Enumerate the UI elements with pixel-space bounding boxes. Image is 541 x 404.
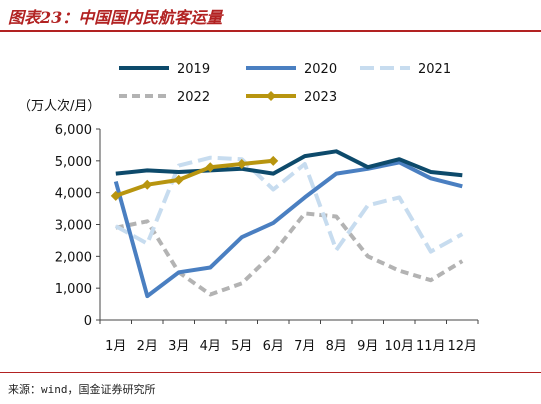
x-tick-label: 11月 [416, 339, 446, 354]
y-tick-label: 3,000 [55, 219, 92, 234]
plot-area [110, 149, 464, 299]
series-line-2020 [113, 160, 463, 299]
legend-marker-2023 [266, 91, 276, 101]
x-tick-label: 3月 [168, 339, 189, 354]
data-point-2023 [173, 174, 184, 185]
y-tick-label: 0 [84, 314, 92, 329]
y-tick-label: 1,000 [55, 282, 92, 297]
source-rule [0, 372, 541, 373]
series-line-2021 [114, 155, 464, 254]
source-note: 来源：wind，国金证券研究所 [8, 383, 156, 396]
x-tick-label: 12月 [447, 339, 477, 354]
data-point-2023 [142, 179, 153, 190]
line-chart: 2019 2020 2021 2022 2023 （万人次/月） 0 1,000 2,000… [18, 62, 479, 354]
x-tick-label: 5月 [231, 339, 252, 354]
axes: 0 1,000 2,000 3,000 4,000 5,000 6,000 1月 2月 3月 4月 5… [55, 123, 479, 354]
x-tick-label: 6月 [263, 339, 284, 354]
y-tick-label: 2,000 [55, 250, 92, 265]
y-tick-label: 6,000 [55, 123, 92, 138]
x-tick-label: 10月 [384, 339, 414, 354]
series-line-2023 [115, 158, 274, 198]
legend-label-2019: 2019 [177, 62, 210, 77]
x-tick-label: 7月 [294, 339, 315, 354]
x-tick-label: 1月 [105, 339, 126, 354]
x-tick-label: 8月 [326, 339, 347, 354]
legend-label-2023: 2023 [304, 90, 337, 105]
legend-label-2021: 2021 [418, 62, 451, 77]
series-line-2022 [115, 211, 464, 297]
y-tick-label: 4,000 [55, 187, 92, 202]
legend: 2019 2020 2021 2022 2023 [119, 62, 451, 105]
series-line-2019 [115, 149, 463, 178]
data-point-2023 [110, 190, 121, 201]
x-tick-label: 9月 [357, 339, 378, 354]
legend-label-2020: 2020 [304, 62, 337, 77]
y-axis-label: （万人次/月） [18, 98, 100, 114]
figure-title: 图表23：中国国内民航客运量 [8, 8, 223, 27]
legend-label-2022: 2022 [177, 90, 210, 105]
title-rule [0, 30, 541, 32]
data-point-2023 [236, 159, 247, 170]
data-point-2023 [205, 162, 216, 173]
data-point-2023 [268, 155, 279, 166]
x-tick-label: 2月 [137, 339, 158, 354]
x-tick-label: 4月 [200, 339, 221, 354]
y-tick-label: 5,000 [55, 155, 92, 170]
